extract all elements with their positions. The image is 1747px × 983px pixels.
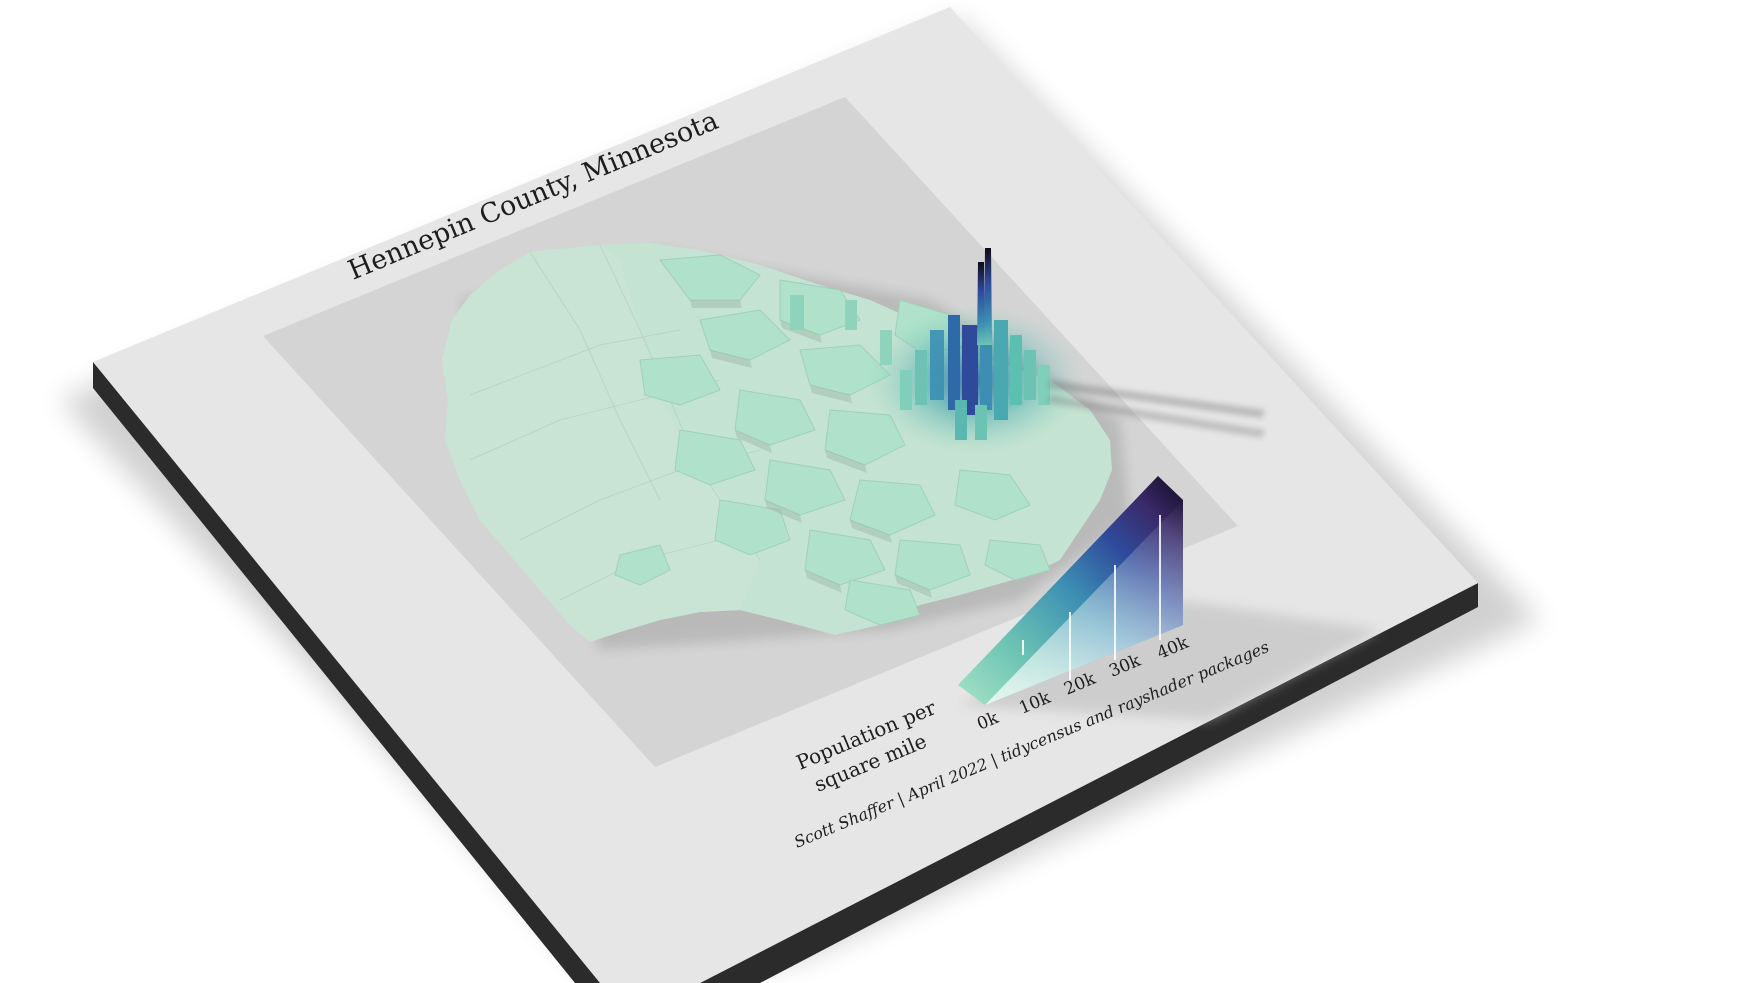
- spike-shadow: [1048, 380, 1265, 418]
- legend: [958, 476, 1380, 720]
- spike-shadow-2: [1048, 395, 1265, 438]
- legend-shadow: [960, 600, 1380, 720]
- county-map: [442, 243, 1265, 642]
- density-spike: [984, 248, 992, 345]
- western-townships: [442, 245, 760, 642]
- legend-color-bar: [958, 476, 1183, 705]
- legend-face: [985, 500, 1183, 705]
- urban-extrusions: [790, 295, 1050, 440]
- density-spike-2: [977, 262, 985, 345]
